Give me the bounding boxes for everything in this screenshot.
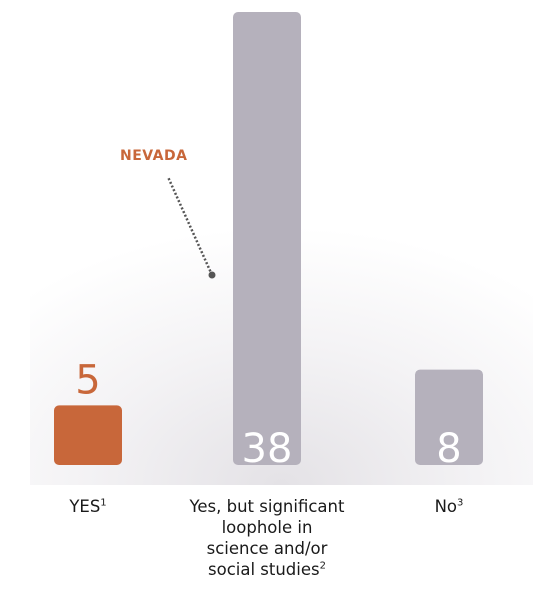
value-label-2: 8 xyxy=(436,426,461,472)
category-label-loophole-line-1: Yes, but significant xyxy=(189,497,345,516)
footnote-mark-3: 3 xyxy=(457,497,464,509)
category-label-no-text: No xyxy=(434,497,458,516)
category-label-yes-text: YES xyxy=(69,497,101,516)
category-label-no: No3 xyxy=(354,496,533,517)
category-label-loophole-line-3: science and/or xyxy=(206,539,328,558)
callout-leader-dot xyxy=(208,271,216,279)
callout-leader-line xyxy=(166,176,214,276)
annotation-nevada: NEVADA xyxy=(120,148,188,164)
bar-2 xyxy=(415,369,483,465)
category-label-loophole-line-2: loophole in xyxy=(221,518,313,537)
value-label-0: 5 xyxy=(75,357,100,403)
footnote-mark-2: 2 xyxy=(319,560,326,572)
footnote-mark-1: 1 xyxy=(100,497,107,509)
category-label-yes: YES1 xyxy=(0,496,183,517)
category-label-loophole-line-4-text: social studies xyxy=(208,560,320,579)
category-label-loophole-line-4: social studies2 xyxy=(172,559,362,580)
value-label-1: 38 xyxy=(242,426,293,472)
bar-0 xyxy=(54,405,122,465)
category-label-loophole: Yes, but significant loophole in science… xyxy=(172,496,362,580)
bar-1 xyxy=(233,12,301,465)
